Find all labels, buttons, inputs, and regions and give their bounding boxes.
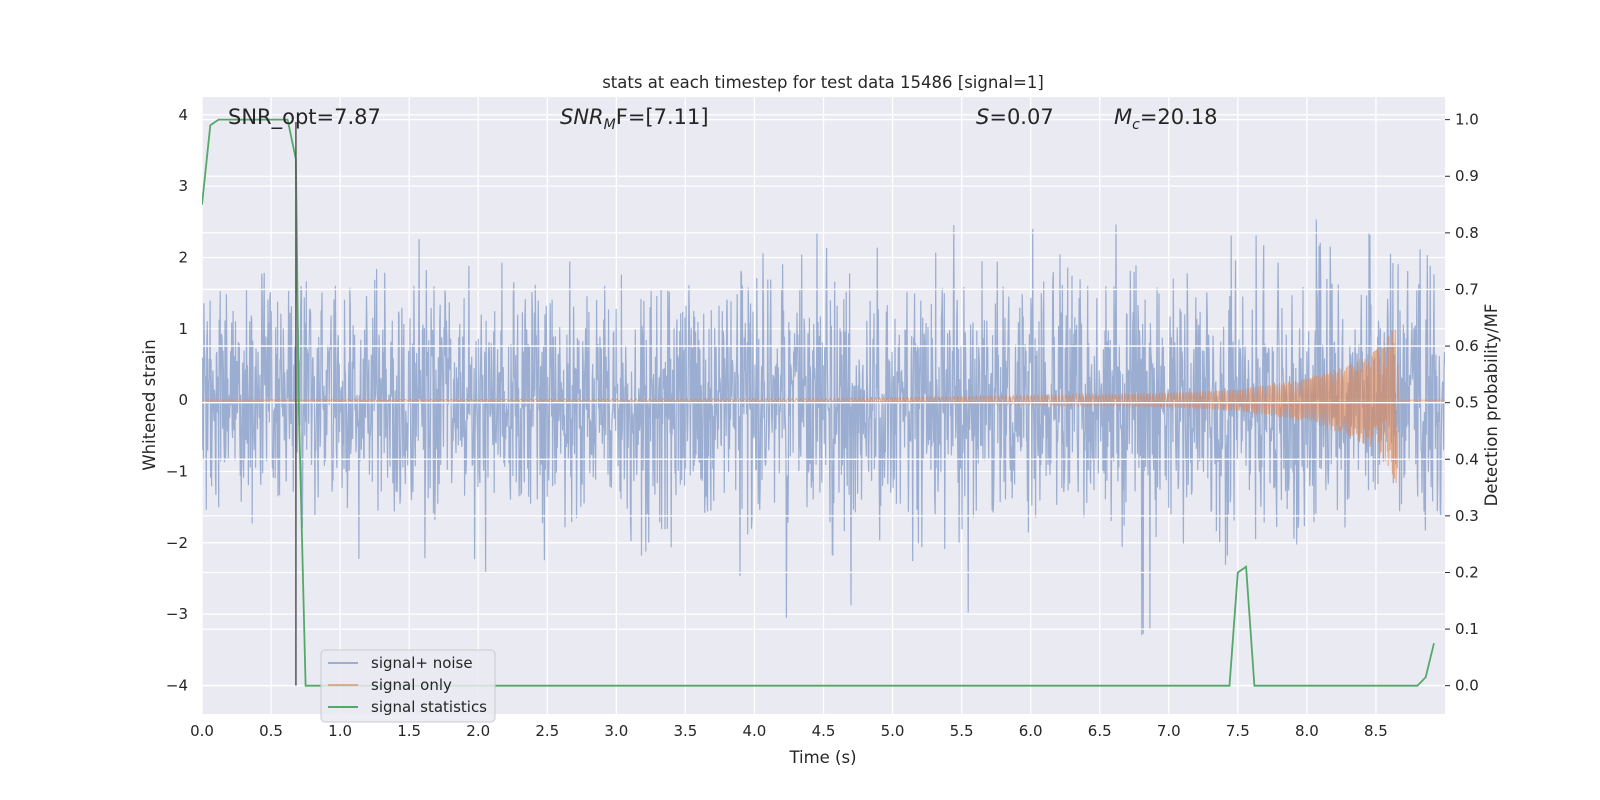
annotation-snr-mf-sub: M — [604, 117, 616, 133]
annotation-snr-opt: SNR_opt=7.87 — [228, 105, 381, 130]
y-axis-left-label: Whitened strain — [140, 339, 159, 470]
y-right-tick-label: 0.7 — [1455, 280, 1479, 298]
x-tick-label: 5.0 — [881, 722, 905, 740]
y-left-tick-label: −2 — [166, 534, 188, 552]
y-axis-left-ticks: 4 3 2 1 0 −1 −2 −3 −4 — [166, 106, 188, 695]
y-right-tick-label: 0.9 — [1455, 167, 1479, 185]
x-tick-label: 0.0 — [190, 722, 214, 740]
y-left-tick-label: 0 — [178, 391, 188, 409]
x-tick-label: 5.5 — [950, 722, 974, 740]
chart-title: stats at each timestep for test data 154… — [602, 73, 1044, 92]
annotation-mc-sub: c — [1132, 117, 1140, 133]
x-tick-label: 2.5 — [535, 722, 559, 740]
y-right-tick-label: 0.8 — [1455, 224, 1479, 242]
y-left-tick-label: −1 — [166, 462, 188, 480]
x-axis-ticks: 0.0 0.5 1.0 1.5 2.0 2.5 3.0 3.5 4.0 4.5 5.0 5.5 6.0 6… — [190, 722, 1388, 740]
annotation-mc-name: M — [1114, 105, 1132, 129]
x-tick-label: 8.5 — [1364, 722, 1388, 740]
legend-label-signal-statistics: signal statistics — [371, 698, 487, 716]
y-right-tick-label: 0.2 — [1455, 563, 1479, 581]
annotation-snr-mf: SNRMF=[7.11] — [560, 105, 709, 133]
y-left-tick-label: −4 — [166, 676, 188, 694]
x-tick-label: 4.0 — [743, 722, 767, 740]
y-right-tick-label: 0.3 — [1455, 507, 1479, 525]
x-tick-label: 1.0 — [328, 722, 352, 740]
legend: signal+ noise signal only signal statist… — [320, 649, 496, 723]
y-right-tick-label: 1.0 — [1455, 111, 1479, 129]
x-tick-label: 3.0 — [604, 722, 628, 740]
x-tick-label: 4.5 — [812, 722, 836, 740]
x-tick-label: 0.5 — [259, 722, 283, 740]
annotation-s-name: S — [976, 105, 989, 129]
y-left-tick-label: 2 — [178, 248, 188, 266]
y-left-tick-label: 1 — [178, 320, 188, 338]
y-right-tick-label: 0.5 — [1455, 394, 1479, 412]
x-tick-label: 6.0 — [1019, 722, 1043, 740]
legend-box — [320, 649, 496, 723]
x-tick-label: 7.5 — [1226, 722, 1250, 740]
signal-only-series — [202, 329, 1445, 483]
x-tick-label: 1.5 — [397, 722, 421, 740]
annotation-snr-mf-value: F=[7.11] — [616, 105, 709, 129]
x-tick-label: 3.5 — [673, 722, 697, 740]
annotation-mc: Mc=20.18 — [1114, 105, 1218, 133]
x-tick-label: 8.0 — [1295, 722, 1319, 740]
signal-noise-line — [202, 219, 1445, 636]
x-tick-label: 6.5 — [1088, 722, 1112, 740]
annotation-s-value: =0.07 — [989, 105, 1053, 129]
signal-noise-series — [202, 219, 1445, 636]
annotation-mc-value: =20.18 — [1140, 105, 1218, 129]
annotation-s: S=0.07 — [976, 105, 1054, 129]
x-tick-label: 7.0 — [1157, 722, 1181, 740]
signal-statistics-line — [202, 118, 1435, 687]
y-right-tick-label: 0.6 — [1455, 337, 1479, 355]
legend-label-signal-noise: signal+ noise — [371, 654, 473, 672]
y-right-tick-label: 0.1 — [1455, 620, 1479, 638]
signal-statistics-series — [202, 118, 1435, 687]
signal-only-line — [202, 329, 1445, 483]
y-axis-right-label: Detection probability/MF — [1482, 304, 1501, 507]
legend-label-signal-only: signal only — [371, 676, 452, 694]
y-left-tick-label: 3 — [178, 177, 188, 195]
y-right-tick-label: 0.0 — [1455, 677, 1479, 695]
y-right-tick-label: 0.4 — [1455, 450, 1479, 468]
y-axis-right-ticks: 1.0 0.9 0.8 0.7 0.6 0.5 0.4 0.3 0.2 0.1 0.0 — [1445, 111, 1479, 695]
x-axis-label: Time (s) — [788, 748, 856, 767]
x-tick-label: 2.0 — [466, 722, 490, 740]
annotation-snr-mf-name: SNR — [560, 105, 604, 129]
y-left-tick-label: −3 — [166, 605, 188, 623]
y-left-tick-label: 4 — [178, 106, 188, 124]
